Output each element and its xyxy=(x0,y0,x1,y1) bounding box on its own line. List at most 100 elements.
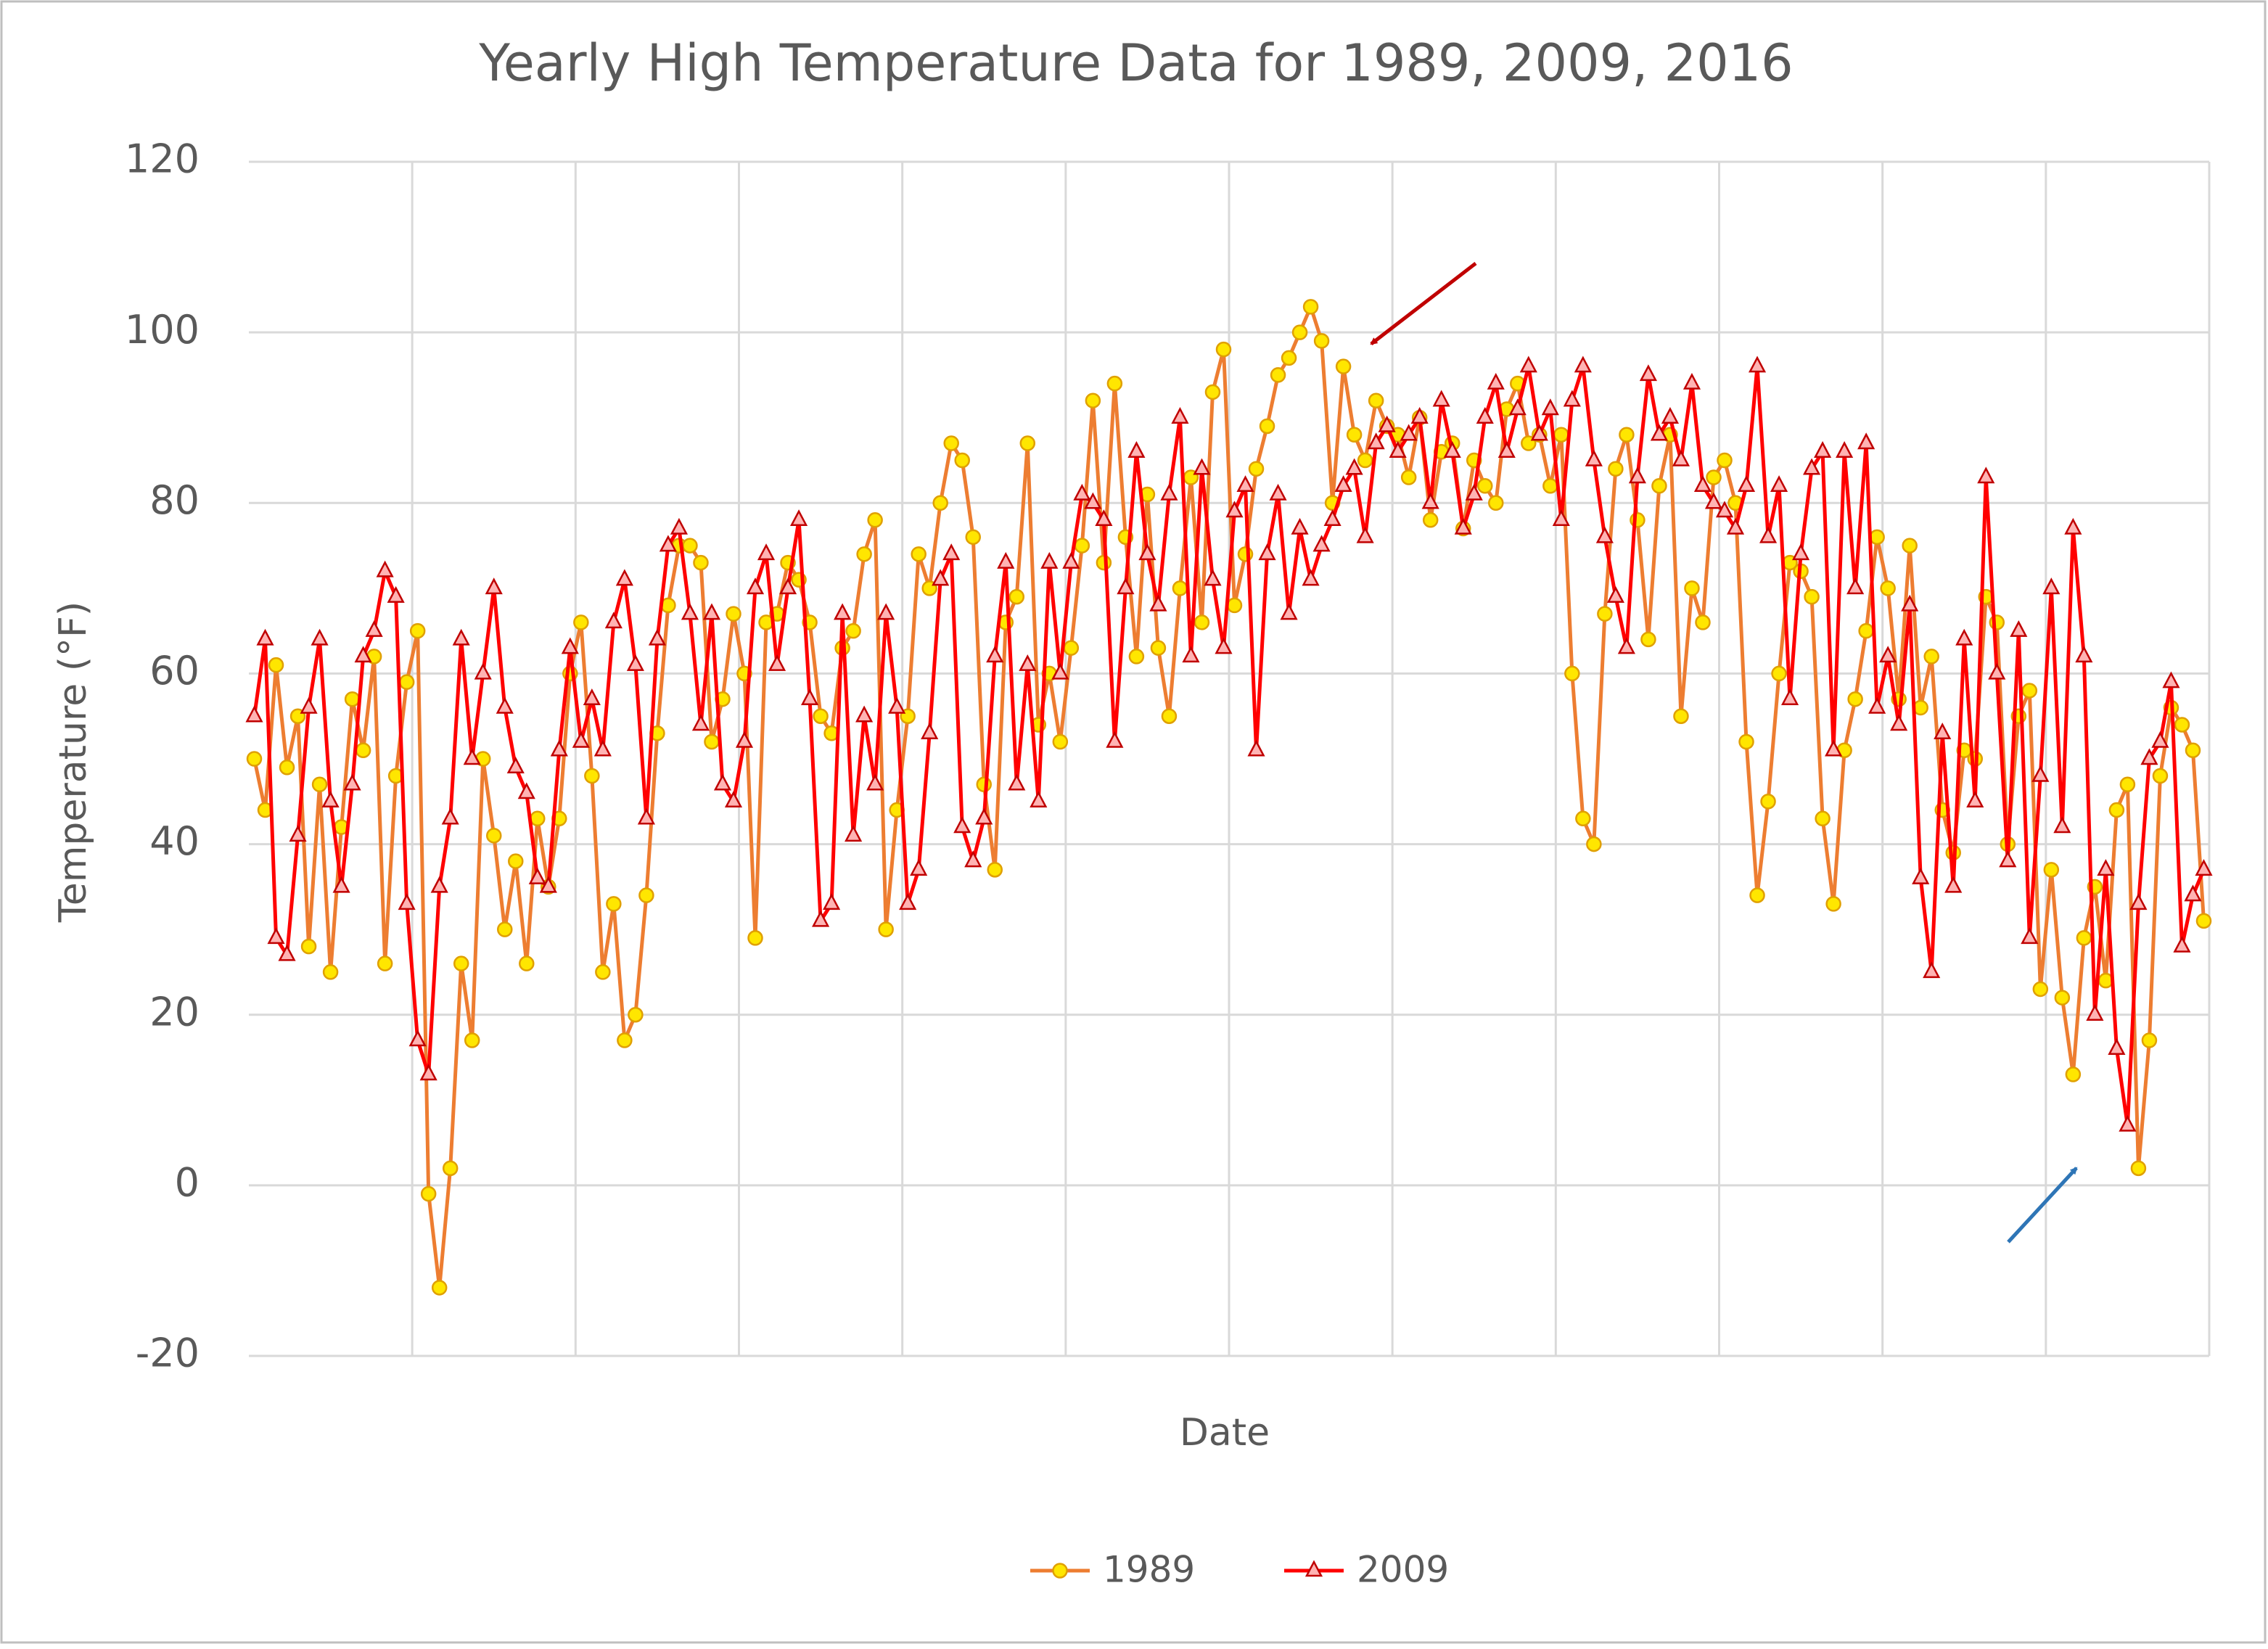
data-point xyxy=(419,1064,437,1081)
data-point xyxy=(855,705,874,723)
data-point xyxy=(1150,640,1167,656)
data-point xyxy=(1672,449,1690,466)
y-tick-label: 60 xyxy=(149,648,200,694)
data-point xyxy=(682,538,698,554)
y-tick-label: 100 xyxy=(125,307,200,353)
data-point xyxy=(1988,662,2006,680)
data-point xyxy=(1095,509,1113,527)
data-point xyxy=(954,452,970,469)
data-point xyxy=(398,893,416,910)
data-point xyxy=(604,612,623,629)
data-point xyxy=(1977,466,1995,484)
data-point xyxy=(1879,646,1897,663)
data-point xyxy=(800,688,819,705)
data-point xyxy=(1281,350,1297,366)
data-point xyxy=(1760,794,1776,810)
data-point xyxy=(1138,543,1156,561)
data-point xyxy=(724,791,743,808)
data-point xyxy=(1345,458,1363,475)
data-point xyxy=(1595,526,1614,543)
data-point xyxy=(845,622,861,639)
data-point xyxy=(2174,717,2190,733)
data-point xyxy=(726,606,741,622)
data-point xyxy=(1542,478,1558,494)
data-point xyxy=(1019,654,1037,671)
data-point xyxy=(1717,452,1733,469)
data-point xyxy=(1519,355,1537,373)
data-point xyxy=(377,955,393,971)
data-point xyxy=(486,828,502,844)
data-point xyxy=(1804,588,1820,605)
data-point xyxy=(1084,492,1102,509)
data-point xyxy=(1780,688,1799,705)
annotation-arrow xyxy=(2007,1167,2078,1243)
data-point xyxy=(1236,475,1254,493)
data-point xyxy=(1291,324,1308,340)
data-point xyxy=(2010,620,2028,637)
data-point xyxy=(778,577,797,595)
data-point xyxy=(877,603,895,620)
series-line xyxy=(252,305,2206,1290)
legend-item: 1989 xyxy=(1030,1549,1195,1591)
data-point xyxy=(1846,577,1865,595)
data-point xyxy=(910,859,928,876)
data-point xyxy=(1193,458,1211,475)
data-point xyxy=(2184,884,2202,902)
data-point xyxy=(420,1185,437,1202)
data-point xyxy=(702,603,721,620)
data-point xyxy=(1171,407,1189,424)
data-point xyxy=(2130,1160,2147,1177)
data-point xyxy=(246,751,263,767)
data-point xyxy=(1530,424,1548,441)
data-point xyxy=(965,529,981,546)
data-point xyxy=(343,773,361,791)
data-point xyxy=(279,760,295,776)
data-point xyxy=(268,657,284,673)
data-point xyxy=(376,560,394,577)
grid: -20 0 20 40 60 80 100 120 xyxy=(125,136,2211,1376)
data-point xyxy=(311,628,329,646)
data-point xyxy=(2162,671,2180,688)
data-point xyxy=(2021,927,2039,945)
data-point xyxy=(1682,373,1701,390)
data-point xyxy=(2173,935,2191,953)
data-point xyxy=(1715,501,1734,518)
data-point xyxy=(453,955,469,971)
chart-title: Yearly High Temperature Data for 1989, 2… xyxy=(478,33,1793,93)
data-point xyxy=(626,654,644,671)
data-point xyxy=(888,696,906,714)
data-point xyxy=(2119,776,2136,793)
data-point xyxy=(1074,538,1090,554)
data-point xyxy=(354,646,372,663)
data-point xyxy=(452,628,470,646)
data-point xyxy=(747,930,763,946)
data-point xyxy=(691,714,710,731)
data-point xyxy=(1574,355,1592,373)
data-point xyxy=(1706,469,1722,485)
data-point xyxy=(1825,739,1843,757)
legend-marker xyxy=(1052,1563,1068,1579)
y-tick-label: 0 xyxy=(175,1159,200,1205)
data-point xyxy=(1106,731,1124,748)
data-point xyxy=(1465,483,1483,501)
data-point xyxy=(1127,441,1146,458)
data-point xyxy=(1421,492,1439,509)
data-point xyxy=(1432,390,1450,407)
data-point xyxy=(746,577,765,595)
data-point xyxy=(300,696,318,714)
data-point xyxy=(1684,580,1700,596)
data-point xyxy=(1738,733,1754,750)
data-point xyxy=(1792,543,1810,561)
data-point xyxy=(2064,517,2082,535)
data-point xyxy=(595,964,611,980)
data-point xyxy=(474,662,492,680)
data-point xyxy=(757,543,776,561)
data-point xyxy=(1117,577,1135,595)
data-point xyxy=(975,807,993,825)
data-point xyxy=(1346,427,1363,443)
data-point xyxy=(637,807,655,825)
data-point xyxy=(584,768,600,784)
data-point xyxy=(572,731,590,748)
data-point xyxy=(953,816,971,834)
data-point xyxy=(1008,588,1025,605)
